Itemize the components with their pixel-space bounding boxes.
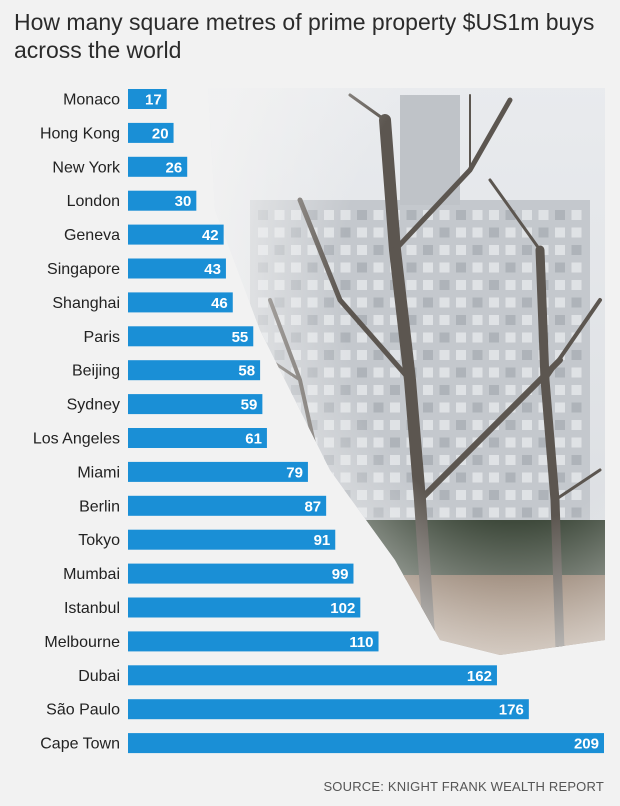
value-label: 26 bbox=[166, 159, 183, 176]
value-label: 46 bbox=[211, 295, 228, 312]
value-label: 61 bbox=[245, 431, 262, 448]
value-label: 58 bbox=[238, 363, 255, 380]
bar bbox=[128, 495, 327, 516]
bar bbox=[128, 224, 224, 245]
value-label: 55 bbox=[232, 329, 249, 346]
bar bbox=[128, 292, 233, 313]
category-label: Paris bbox=[84, 329, 120, 346]
category-label: São Paulo bbox=[46, 702, 120, 719]
category-label: Geneva bbox=[64, 227, 120, 244]
bar bbox=[128, 529, 336, 550]
chart-title: How many square metres of prime property… bbox=[14, 9, 595, 63]
category-label: Tokyo bbox=[78, 532, 120, 549]
value-label: 87 bbox=[304, 498, 321, 515]
bar bbox=[128, 631, 379, 652]
category-label: Miami bbox=[77, 464, 120, 481]
bar bbox=[128, 699, 529, 720]
category-label: Melbourne bbox=[44, 634, 120, 651]
category-label: Dubai bbox=[78, 668, 120, 685]
bar bbox=[128, 360, 261, 381]
category-label: Cape Town bbox=[40, 736, 120, 753]
bar bbox=[128, 733, 604, 754]
value-label: 102 bbox=[330, 600, 355, 617]
bar bbox=[128, 122, 174, 143]
category-label: Shanghai bbox=[52, 295, 120, 312]
bar bbox=[128, 461, 308, 482]
value-label: 42 bbox=[202, 227, 219, 244]
value-label: 110 bbox=[349, 634, 373, 651]
value-label: 17 bbox=[145, 92, 162, 109]
bar bbox=[128, 190, 197, 211]
bar bbox=[128, 394, 263, 415]
category-label: Monaco bbox=[63, 92, 120, 109]
bar bbox=[128, 428, 267, 448]
category-label: Mumbai bbox=[63, 566, 120, 583]
value-label: 20 bbox=[152, 125, 169, 142]
value-label: 30 bbox=[175, 193, 192, 210]
category-label: Sydney bbox=[67, 397, 120, 414]
category-label: New York bbox=[52, 159, 121, 176]
category-label: Istanbul bbox=[64, 600, 120, 617]
bar bbox=[128, 156, 188, 177]
bar bbox=[128, 89, 167, 109]
value-label: 59 bbox=[241, 397, 258, 414]
bar bbox=[128, 563, 354, 584]
value-label: 176 bbox=[499, 702, 524, 719]
value-label: 162 bbox=[467, 668, 492, 685]
bar bbox=[128, 665, 497, 686]
bar bbox=[128, 326, 254, 347]
category-label: Singapore bbox=[47, 261, 120, 278]
category-label: London bbox=[67, 193, 120, 210]
value-label: 79 bbox=[286, 464, 303, 481]
category-label: Beijing bbox=[72, 363, 120, 380]
bar bbox=[128, 597, 361, 618]
category-label: Berlin bbox=[79, 498, 120, 515]
category-label: Hong Kong bbox=[40, 125, 120, 142]
bar bbox=[128, 258, 226, 279]
value-label: 99 bbox=[332, 566, 349, 583]
source-note: SOURCE: KNIGHT FRANK WEALTH REPORT bbox=[323, 779, 604, 794]
value-label: 43 bbox=[204, 261, 221, 278]
value-label: 209 bbox=[574, 736, 599, 753]
value-label: 91 bbox=[314, 532, 331, 549]
category-label: Los Angeles bbox=[33, 431, 120, 448]
